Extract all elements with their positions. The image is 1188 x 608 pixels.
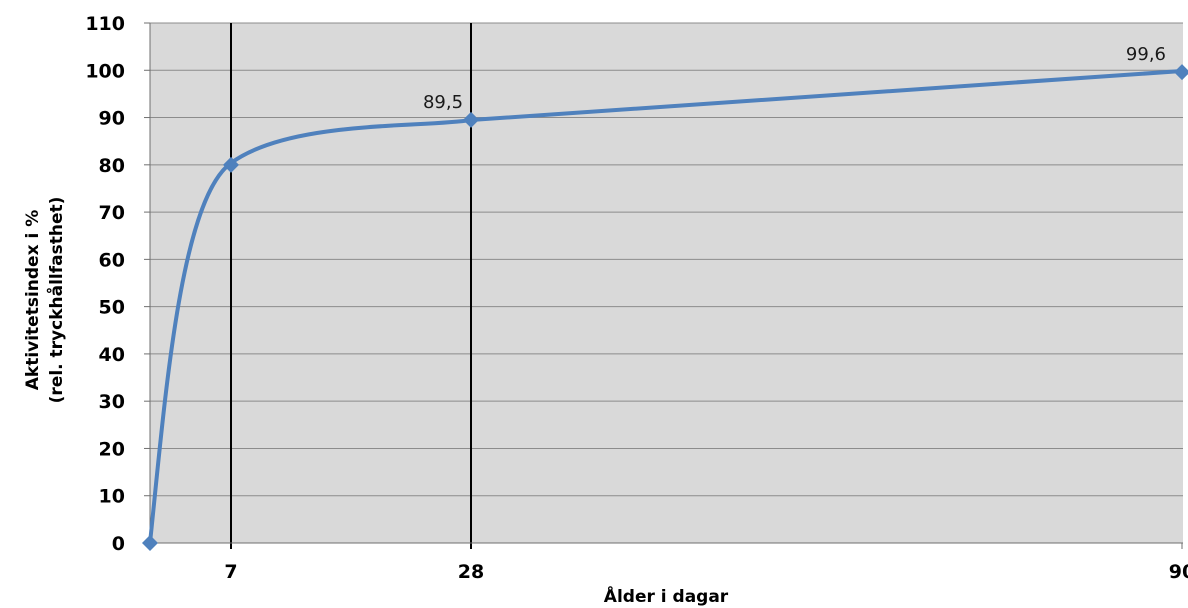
- data-point-marker-28: [463, 111, 479, 128]
- y-tick-label-30: 30: [99, 391, 125, 413]
- y-tick-labels: 0 10 20 30 40 50 60 70 80 90 100 110: [85, 13, 125, 555]
- y-tick-label-100: 100: [85, 60, 125, 82]
- axes: [149, 23, 1183, 544]
- y-tick-label-50: 50: [99, 297, 125, 319]
- x-tick-label-28: 28: [458, 561, 484, 583]
- data-labels: 89,5 99,6: [423, 44, 1166, 113]
- y-tick-label-80: 80: [99, 155, 125, 177]
- data-point-marker-7: [223, 156, 239, 173]
- series-line: [148, 69, 1184, 545]
- y-axis-title: Aktivitetsindex i % (rel. tryckhållfasth…: [23, 197, 67, 404]
- y-tick-label-20: 20: [99, 438, 125, 460]
- y-tick-label-60: 60: [99, 249, 125, 271]
- x-tick-label-7: 7: [224, 561, 237, 583]
- x-tick-labels: 7 28 90: [224, 561, 1188, 583]
- reference-lines: [230, 23, 1183, 549]
- data-point-marker-90: [1174, 64, 1188, 81]
- series-markers: [142, 64, 1188, 551]
- x-tick-label-90: 90: [1169, 561, 1188, 583]
- data-point-marker-0: [142, 535, 158, 551]
- y-tick-label-70: 70: [99, 202, 125, 224]
- y-tick-label-0: 0: [112, 533, 125, 555]
- y-tick-label-110: 110: [85, 13, 125, 35]
- y-axis-title-line2: (rel. tryckhållfasthet): [45, 197, 67, 404]
- data-label-90: 99,6: [1126, 44, 1166, 65]
- gridlines: [144, 22, 1183, 544]
- x-axis-title: Ålder i dagar: [604, 584, 729, 607]
- y-axis-title-line1: Aktivitetsindex i %: [23, 210, 43, 391]
- y-tick-label-10: 10: [99, 486, 125, 508]
- y-tick-label-90: 90: [99, 108, 125, 130]
- y-tick-label-40: 40: [99, 344, 125, 366]
- data-label-28: 89,5: [423, 92, 463, 113]
- series-path: [148, 69, 1184, 545]
- plot-area: [150, 23, 1183, 543]
